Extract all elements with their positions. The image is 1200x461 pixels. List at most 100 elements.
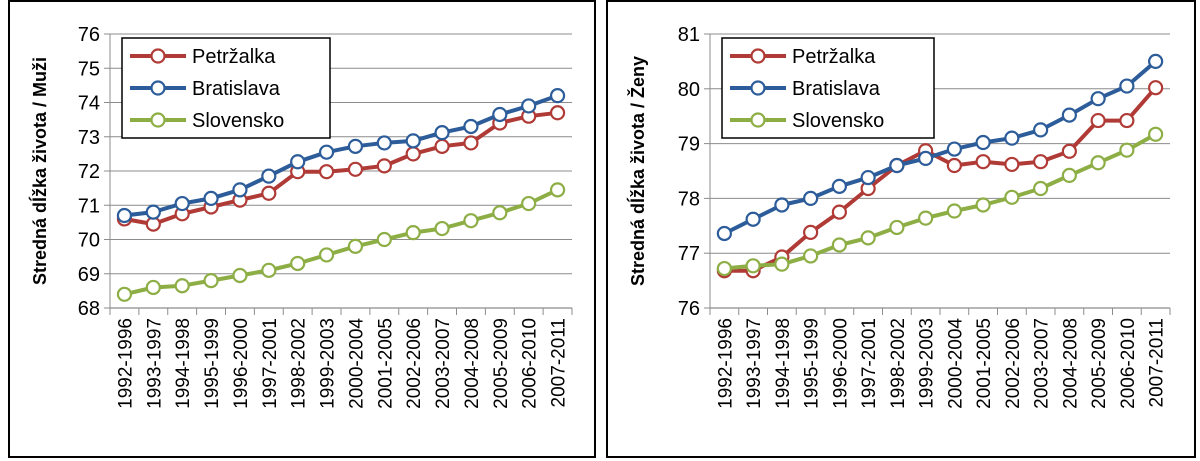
x-tick-label: 2005-2009 [491, 318, 512, 409]
y-tick-label: 76 [678, 298, 700, 320]
data-point [918, 210, 934, 226]
data-point [1033, 154, 1049, 170]
y-tick-label: 77 [678, 243, 700, 265]
x-tick-label: 2003-2007 [433, 318, 454, 409]
y-tick-label: 75 [78, 58, 100, 80]
y-tick-label: 80 [678, 79, 700, 101]
y-tick-label: 78 [678, 188, 700, 210]
data-point [1004, 189, 1020, 205]
data-point [1148, 80, 1164, 96]
data-point [1004, 156, 1020, 173]
data-point [549, 182, 566, 198]
legend-marker [750, 80, 766, 96]
legend-marker [750, 112, 766, 128]
data-point [145, 204, 161, 220]
x-tick-label: 2000-2004 [945, 318, 966, 409]
data-point [831, 178, 847, 194]
legend-label: Bratislava [792, 78, 881, 100]
x-tick-label: 2007-2011 [1147, 318, 1168, 407]
x-tick-label: 2004-2008 [1060, 318, 1081, 409]
data-point [1061, 107, 1077, 123]
data-point [1090, 91, 1106, 107]
data-point [347, 238, 364, 254]
y-axis-label: Stredná dĺžka života / Muži [29, 57, 50, 285]
chart-men-svg: 68 69 70 71 72 73 74 75 76 1992-1996 1993-1997 1994… [29, 24, 573, 409]
data-point [347, 161, 364, 177]
y-tick-label: 68 [78, 298, 100, 320]
data-point [918, 150, 934, 166]
data-point [232, 267, 248, 284]
data-point [1033, 180, 1049, 197]
data-point [318, 164, 335, 180]
data-point [434, 138, 450, 154]
data-point [347, 138, 364, 154]
data-point [889, 219, 905, 236]
data-point [946, 157, 962, 174]
data-point [1061, 167, 1077, 183]
legend-marker [150, 112, 166, 128]
data-point [492, 106, 508, 123]
x-tick-label: 1992-1996 [715, 318, 736, 409]
chart-panel-men: 68 69 70 71 72 73 74 75 76 1992-1996 1993-1997 1994… [8, 0, 596, 458]
data-point [232, 182, 248, 198]
legend-label: Slovensko [192, 110, 284, 132]
data-point [405, 225, 421, 241]
y-tick-label: 79 [678, 134, 700, 156]
y-tick-label: 72 [78, 161, 100, 183]
x-tick-label: 2007-2011 [549, 318, 570, 407]
data-point [405, 133, 421, 149]
series-line [724, 86, 1158, 273]
x-tick-label: 1993-1997 [144, 318, 165, 409]
data-point [261, 262, 277, 278]
data-point [463, 213, 479, 229]
data-point [716, 260, 732, 277]
x-tick-label: 1992-1996 [115, 318, 136, 409]
data-point [174, 195, 190, 212]
series-line [124, 110, 558, 227]
legend-label: Petržalka [792, 46, 876, 68]
x-tick-label: 1997-2001 [260, 318, 281, 409]
data-point [1119, 78, 1135, 94]
x-tick-label: 2001-2005 [974, 318, 995, 409]
data-point [116, 286, 133, 302]
data-point [549, 105, 566, 121]
data-point [145, 279, 161, 296]
data-point [434, 125, 450, 141]
chart-women-svg: 76 77 78 79 80 81 1992-1996 1993-1997 1994-1998 1… [627, 24, 1171, 409]
data-point [860, 230, 876, 246]
x-tick-label: 1999-2003 [917, 318, 938, 409]
legend-label: Petržalka [192, 46, 276, 68]
legend-label: Slovensko [792, 110, 884, 132]
data-point [975, 197, 991, 213]
y-tick-label: 81 [678, 24, 700, 46]
series-line [724, 132, 1157, 271]
data-point [774, 197, 790, 213]
data-point [803, 224, 819, 240]
data-point [1090, 112, 1106, 129]
data-point [1148, 126, 1164, 142]
data-point [290, 255, 306, 272]
x-tick-label: 1994-1998 [173, 318, 194, 409]
data-point [831, 204, 847, 220]
data-point [376, 231, 392, 248]
legend-marker [150, 80, 166, 96]
data-point [290, 154, 306, 170]
y-tick-label: 69 [78, 264, 100, 286]
x-tick-label: 2001-2005 [375, 318, 396, 409]
series-line [124, 93, 559, 218]
data-point [975, 134, 991, 151]
data-point [745, 211, 761, 227]
x-tick-label: 2003-2007 [1032, 318, 1053, 409]
data-point [975, 154, 991, 170]
x-tick-label: 2002-2006 [404, 318, 425, 409]
x-tick-label: 1996-2000 [830, 318, 851, 409]
y-tick-label: 73 [78, 127, 100, 149]
legend-marker [750, 48, 766, 64]
data-point [318, 144, 335, 160]
chart-panel-women: 76 77 78 79 80 81 1992-1996 1993-1997 1994-1998 1… [606, 0, 1196, 458]
y-tick-label: 71 [78, 195, 100, 217]
data-point [1004, 130, 1020, 146]
x-tick-label: 2006-2010 [520, 318, 541, 409]
data-point [745, 258, 761, 274]
